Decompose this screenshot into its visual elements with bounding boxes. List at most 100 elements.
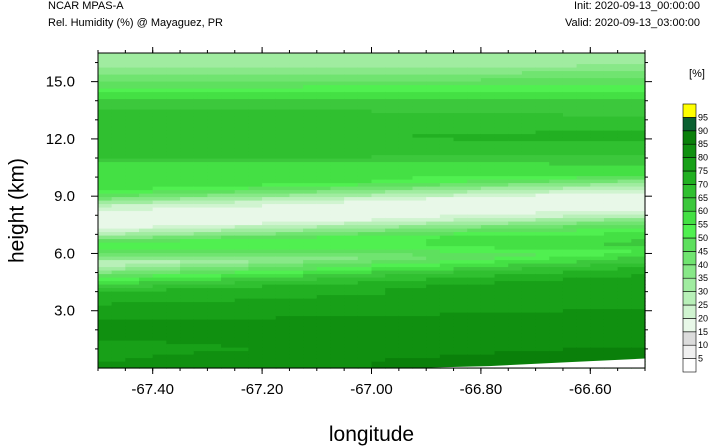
field-cell — [262, 88, 277, 93]
field-cell — [98, 109, 113, 114]
field-cell — [330, 270, 345, 275]
field-cell — [303, 200, 318, 205]
field-cell — [207, 175, 222, 180]
field-cell — [344, 140, 359, 145]
field-cell — [617, 193, 632, 198]
field-cell — [234, 357, 250, 362]
field-cell — [426, 88, 441, 93]
field-cell — [549, 109, 564, 114]
field-cell — [439, 147, 455, 152]
field-cell — [234, 88, 250, 93]
field-cell — [617, 84, 632, 89]
field-cell — [494, 200, 509, 205]
x-tick-label: -67.20 — [241, 381, 284, 398]
field-cell — [125, 308, 140, 313]
field-cell — [221, 294, 236, 299]
field-cell — [234, 273, 250, 278]
field-cell — [508, 186, 523, 191]
field-cell — [125, 207, 140, 212]
field-cell — [371, 280, 386, 285]
field-cell — [289, 259, 304, 264]
field-cell — [125, 228, 140, 233]
field-cell — [180, 336, 195, 341]
field-cell — [631, 123, 646, 128]
field-cell — [521, 312, 537, 317]
field-cell — [262, 144, 277, 149]
field-cell — [111, 147, 126, 152]
field-cell — [316, 77, 332, 82]
field-cell — [111, 322, 126, 327]
field-cell — [166, 305, 181, 310]
field-cell — [617, 242, 632, 247]
field-cell — [439, 109, 455, 114]
field-cell — [412, 81, 427, 86]
field-cell — [453, 165, 468, 170]
field-cell — [289, 130, 304, 135]
field-cell — [426, 235, 441, 240]
field-cell — [603, 312, 619, 317]
field-cell — [344, 315, 359, 320]
field-cell — [193, 319, 208, 324]
field-cell — [330, 63, 345, 68]
field-cell — [398, 81, 414, 86]
field-cell — [275, 137, 291, 142]
field-cell — [344, 364, 359, 369]
field-cell — [521, 214, 537, 219]
field-cell — [562, 224, 578, 229]
field-cell — [494, 231, 509, 236]
field-cell — [412, 287, 427, 292]
field-cell — [357, 196, 373, 201]
field-cell — [398, 53, 414, 58]
field-cell — [549, 63, 564, 68]
field-cell — [521, 116, 537, 121]
field-cell — [248, 235, 263, 240]
field-cell — [453, 130, 468, 135]
field-cell — [234, 102, 250, 107]
field-cell — [152, 193, 167, 198]
field-cell — [125, 84, 140, 89]
field-cell — [357, 249, 373, 254]
field-cell — [316, 273, 332, 278]
field-cell — [152, 322, 167, 327]
field-cell — [221, 298, 236, 303]
field-cell — [576, 245, 591, 250]
field-cell — [180, 326, 195, 331]
field-cell — [248, 154, 263, 159]
field-cell — [357, 165, 373, 170]
field-cell — [98, 291, 113, 296]
field-cell — [357, 137, 373, 142]
field-cell — [139, 203, 154, 208]
field-cell — [562, 210, 578, 215]
field-cell — [207, 308, 222, 313]
field-cell — [125, 221, 140, 226]
field-cell — [248, 151, 263, 156]
field-cell — [617, 88, 632, 93]
field-cell — [193, 102, 208, 107]
field-cell — [453, 182, 468, 187]
field-cell — [603, 189, 619, 194]
field-cell — [316, 322, 332, 327]
field-cell — [603, 70, 619, 75]
field-cell — [193, 112, 208, 117]
field-cell — [275, 123, 291, 128]
field-cell — [371, 336, 386, 341]
field-cell — [439, 203, 455, 208]
field-cell — [152, 224, 167, 229]
field-cell — [139, 84, 154, 89]
field-cell — [234, 130, 250, 135]
field-cell — [234, 77, 250, 82]
field-cell — [521, 301, 537, 306]
field-cell — [480, 343, 496, 348]
field-cell — [426, 77, 441, 82]
field-cell — [316, 242, 332, 247]
field-cell — [398, 63, 414, 68]
field-cell — [193, 354, 208, 359]
field-cell — [262, 312, 277, 317]
field-cell — [549, 126, 564, 131]
field-cell — [139, 280, 154, 285]
field-cell — [289, 315, 304, 320]
field-cell — [508, 217, 523, 222]
field-cell — [426, 224, 441, 229]
field-cell — [303, 102, 318, 107]
field-cell — [576, 235, 591, 240]
